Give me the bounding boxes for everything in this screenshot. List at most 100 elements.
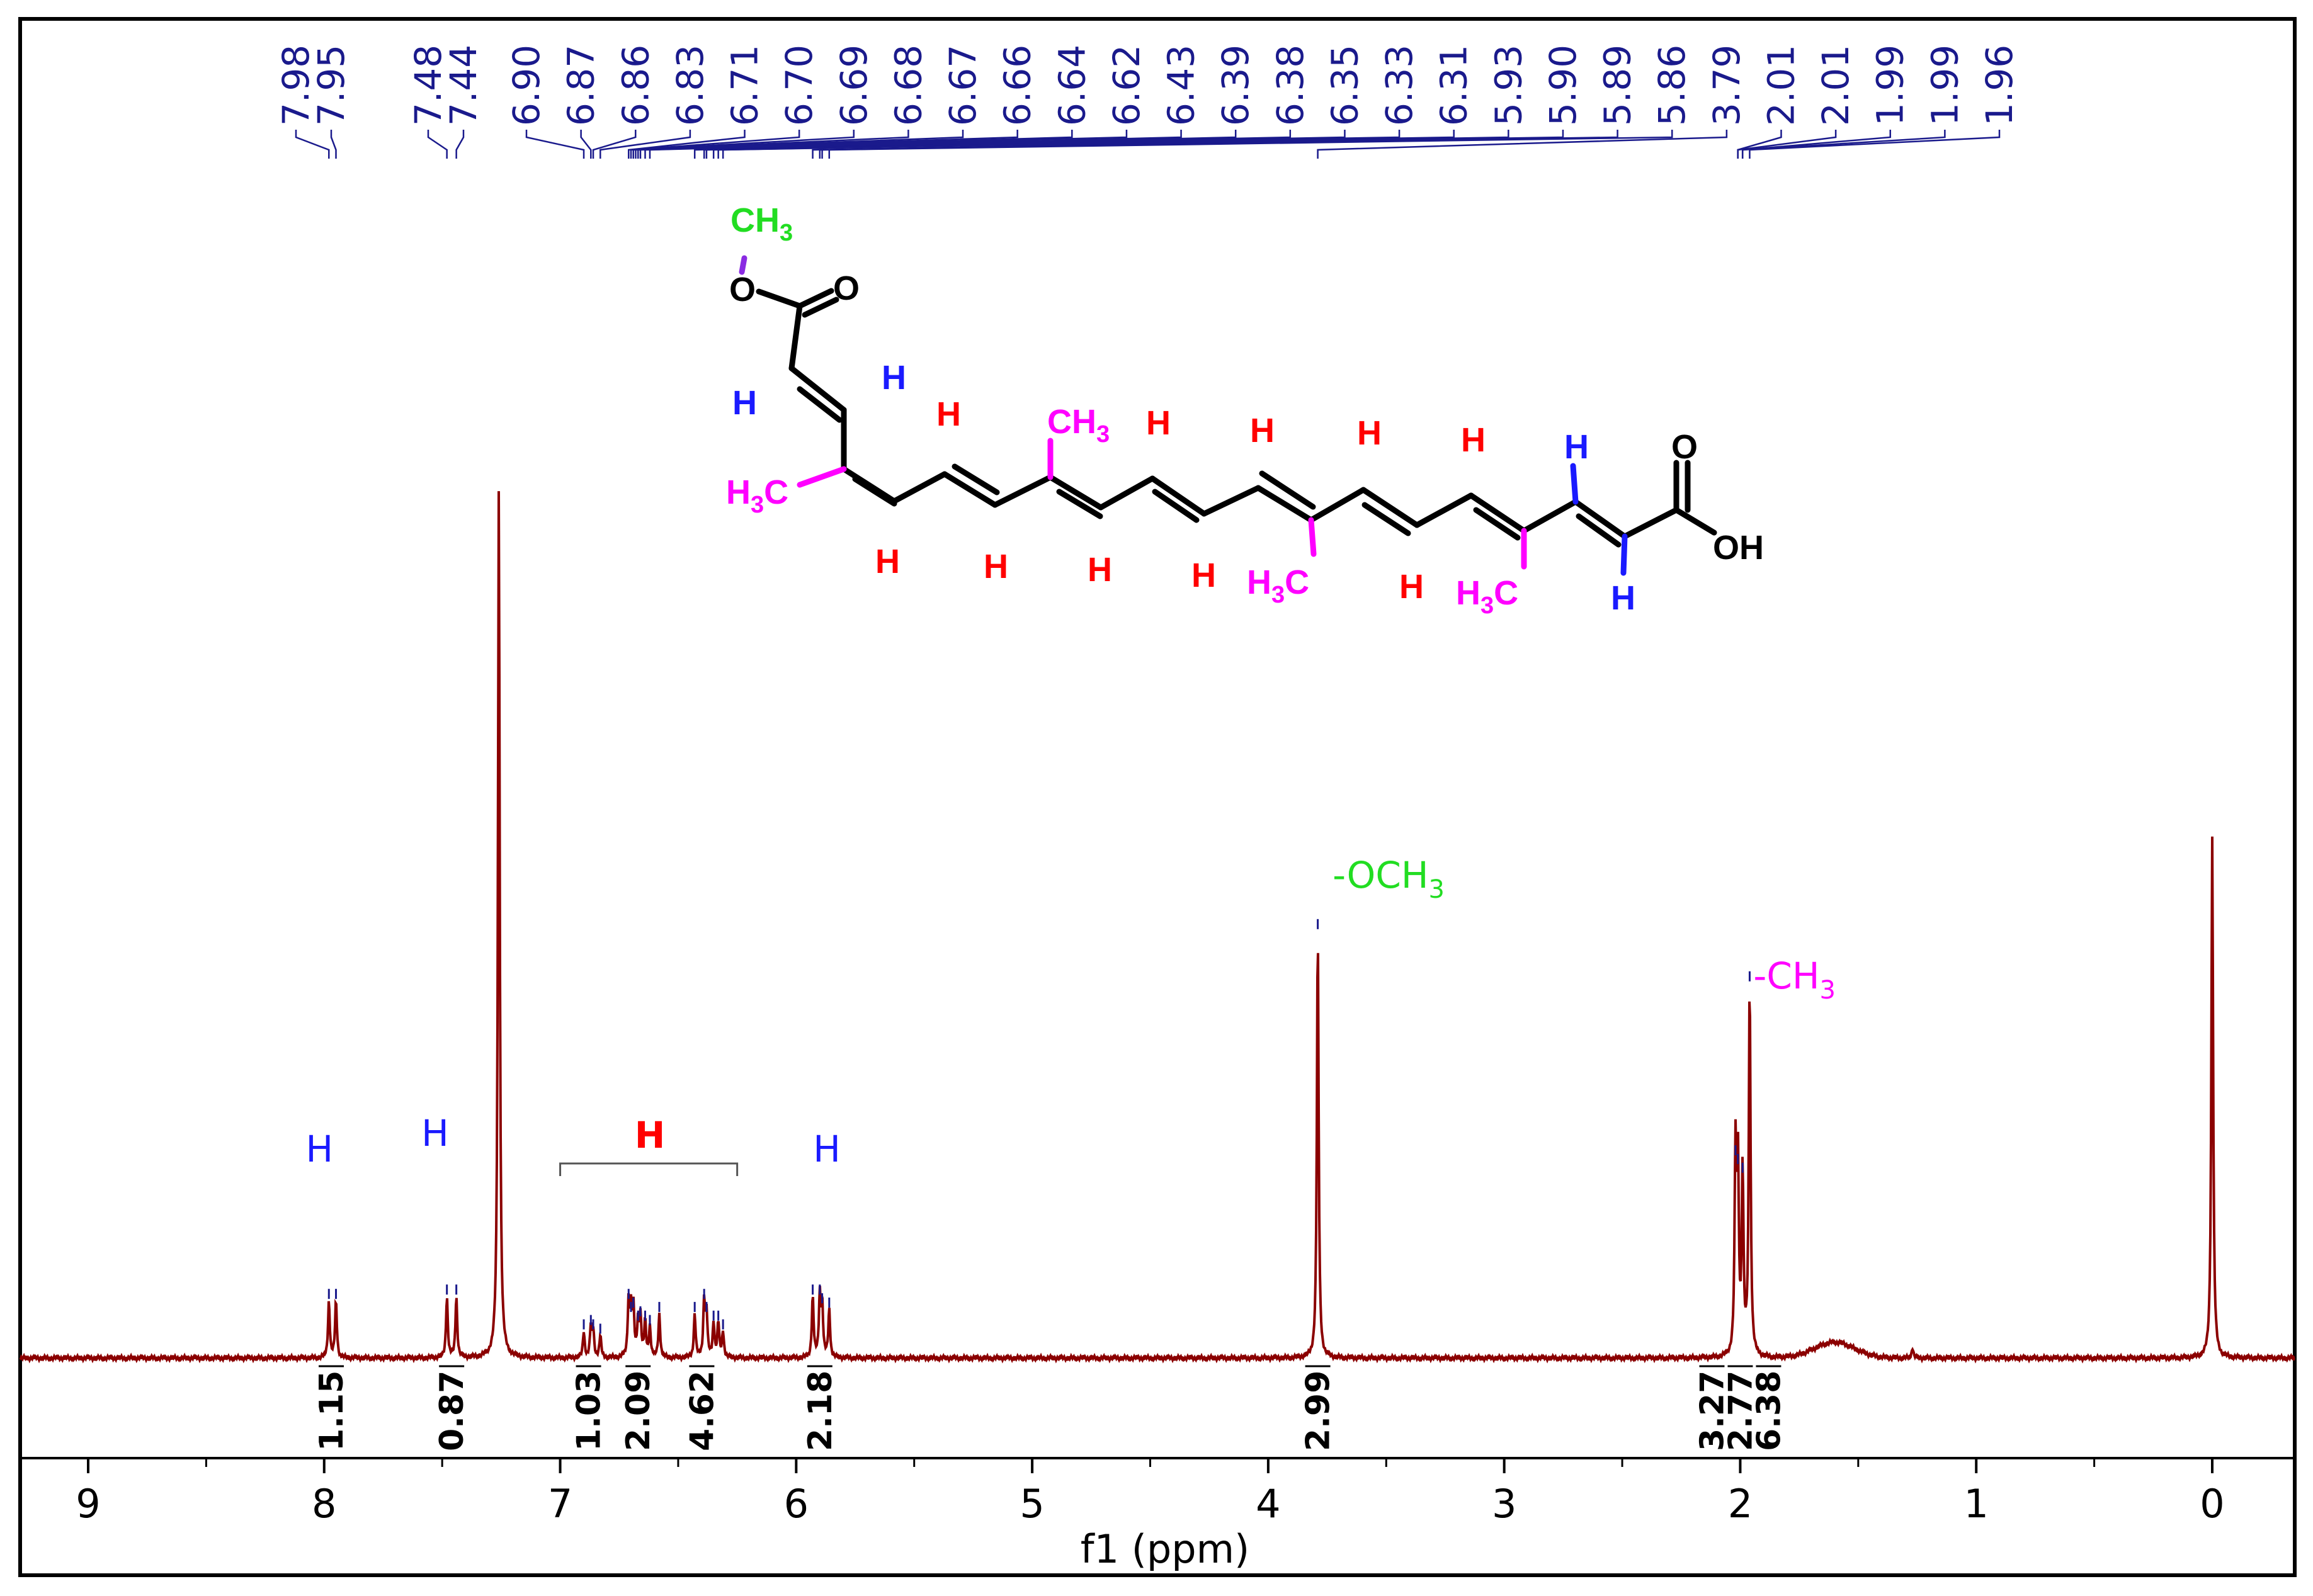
peak-annotation: -OCH3: [1333, 854, 1445, 904]
x-tick-label: 1: [1963, 1481, 1988, 1527]
peak-connector: [1737, 130, 1782, 159]
integral-value: 2.77: [1722, 1371, 1759, 1451]
peak-label: 6.90: [505, 45, 548, 126]
atom-label: CH3: [730, 201, 793, 246]
peak-connector: [295, 130, 330, 159]
bond: [1576, 513, 1622, 548]
atom-label: H: [1461, 421, 1486, 459]
peak-label: 3.79: [1705, 45, 1748, 126]
bond: [1149, 475, 1207, 517]
peak-connector: [580, 130, 592, 159]
atom-label: O: [833, 269, 860, 307]
atom-label: H3C: [1247, 563, 1309, 608]
bond: [1360, 487, 1420, 528]
bond: [1152, 489, 1200, 523]
x-tick-label: 7: [548, 1481, 572, 1527]
peak-annotation: H: [305, 1128, 333, 1170]
bond: [852, 476, 897, 507]
peak-connector: [627, 130, 746, 159]
peak-label: 7.95: [310, 45, 353, 126]
peak-connector: [635, 130, 909, 159]
peak-label: 6.43: [1160, 45, 1203, 126]
peak-label: 6.87: [560, 45, 603, 126]
bond: [1308, 487, 1367, 523]
peak-label: 2.01: [1814, 45, 1857, 126]
peak-connector: [592, 130, 637, 159]
peak-label: 6.66: [996, 45, 1039, 126]
bond: [891, 471, 948, 504]
bond: [952, 463, 1000, 495]
integral-value: 2.09: [620, 1371, 657, 1451]
peak-connector: [637, 130, 964, 159]
atom-label: H: [1357, 414, 1382, 452]
peak-label: 1.99: [1869, 45, 1912, 126]
plot-frame: [18, 17, 2297, 1577]
integral-value: 6.38: [1750, 1371, 1788, 1451]
atom-label: H: [1088, 551, 1112, 589]
bond: [1047, 474, 1104, 511]
atom-label: O: [1671, 428, 1698, 466]
peak-label-connectors: [295, 130, 2001, 159]
bond: [797, 288, 834, 309]
peak-connector: [639, 130, 1018, 159]
bond: [1361, 502, 1411, 536]
peak-label: 7.98: [275, 45, 317, 126]
peak-connector: [828, 130, 1673, 159]
peak-label: 6.33: [1378, 45, 1421, 126]
bond: [1255, 485, 1314, 523]
bond: [797, 386, 843, 423]
peak-label: 6.39: [1214, 45, 1257, 126]
bond: [1308, 517, 1317, 557]
bond: [1468, 492, 1527, 534]
integral-value: 1.03: [571, 1371, 608, 1451]
bond: [1620, 533, 1628, 576]
spectrum-trace: [19, 491, 2295, 1364]
peak-connector: [427, 130, 448, 159]
integral-value: 2.18: [802, 1371, 839, 1451]
peak-label: 6.86: [614, 45, 657, 126]
x-axis-ticks: [87, 1458, 2214, 1473]
bond: [1473, 507, 1521, 541]
peak-label: 6.67: [941, 45, 984, 126]
bond: [1521, 499, 1579, 534]
atom-label: H: [1564, 428, 1589, 466]
x-tick-label: 4: [1256, 1481, 1280, 1527]
x-tick-label: 3: [1492, 1481, 1516, 1527]
atom-label: H3C: [1456, 574, 1518, 619]
bond: [788, 365, 847, 413]
peak-connector: [600, 130, 691, 159]
peak-label: 6.71: [724, 45, 766, 126]
peak-annotation: H: [635, 1114, 666, 1157]
bond: [1673, 507, 1717, 536]
peak-connector: [1737, 130, 1837, 159]
peak-connector: [330, 130, 337, 159]
peak-markers: [327, 919, 1751, 1334]
peak-label: 5.93: [1487, 45, 1530, 126]
bond: [1572, 499, 1628, 540]
atom-label: H: [1611, 579, 1635, 617]
integral-value: 4.62: [683, 1371, 721, 1451]
peak-connector: [1317, 130, 1728, 159]
bond: [802, 297, 839, 318]
atom-label: CH3: [1047, 403, 1110, 448]
peak-connector: [1741, 130, 1946, 159]
integral-value: 2.99: [1300, 1371, 1338, 1451]
atom-label: H: [936, 395, 961, 433]
bond: [756, 288, 803, 309]
peak-label: 6.69: [833, 45, 875, 126]
bond: [1622, 507, 1679, 540]
peak-connector: [455, 130, 465, 159]
peak-label: 6.35: [1323, 45, 1366, 126]
atom-label: H: [732, 384, 757, 422]
bond: [1414, 492, 1474, 528]
x-tick-label: 8: [312, 1481, 336, 1527]
atom-label: O: [729, 271, 756, 308]
bond: [1259, 470, 1316, 510]
atom-label: H: [882, 359, 906, 397]
peak-annotation: H: [813, 1128, 841, 1170]
integral-value: 0.87: [433, 1371, 471, 1451]
peak-label: 7.48: [407, 45, 450, 126]
bond: [941, 471, 998, 508]
atom-label: OH: [1713, 529, 1764, 567]
